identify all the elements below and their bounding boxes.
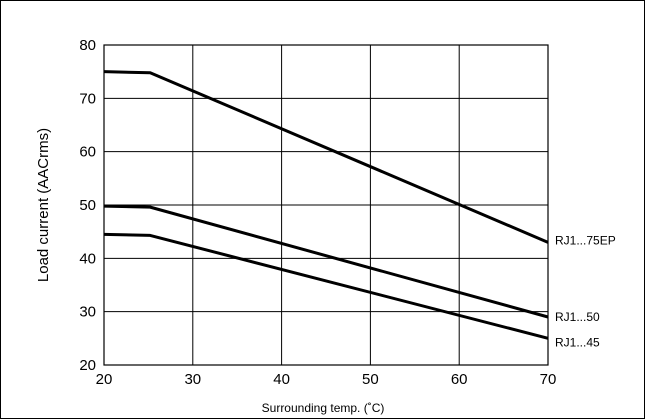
series-lines xyxy=(103,70,549,340)
y-tick-label: 50 xyxy=(79,197,96,214)
x-tick-label: 70 xyxy=(540,371,557,388)
series-line xyxy=(103,204,549,319)
x-tick-label: 50 xyxy=(362,371,379,388)
y-axis-title: Load current (AACrms) xyxy=(35,128,52,282)
series-line xyxy=(103,70,549,244)
y-tick-label: 80 xyxy=(79,37,96,54)
plot-area-border xyxy=(103,44,549,366)
y-tick-label: 20 xyxy=(79,357,96,374)
y-tick-label: 40 xyxy=(79,250,96,267)
series-label: RJ1...45 xyxy=(555,335,600,349)
x-tick-label: 30 xyxy=(184,371,201,388)
x-axis-title: Surrounding temp. (˚C) xyxy=(262,401,385,415)
y-tick-label: 30 xyxy=(79,304,96,321)
x-tick-label: 40 xyxy=(273,371,290,388)
x-tick-label: 60 xyxy=(451,371,468,388)
y-tick-label: 70 xyxy=(79,90,96,107)
series-label: RJ1...50 xyxy=(555,310,600,324)
y-tick-labels: 20 30 40 50 60 70 80 xyxy=(79,37,96,374)
x-tick-label: 20 xyxy=(96,371,113,388)
series-line xyxy=(103,232,549,340)
series-labels: RJ1...75EP RJ1...50 RJ1...45 xyxy=(555,233,616,349)
y-tick-label: 60 xyxy=(79,144,96,161)
x-tick-labels: 20 30 40 50 60 70 xyxy=(96,371,557,388)
series-label: RJ1...75EP xyxy=(555,233,616,247)
grid xyxy=(103,44,549,366)
